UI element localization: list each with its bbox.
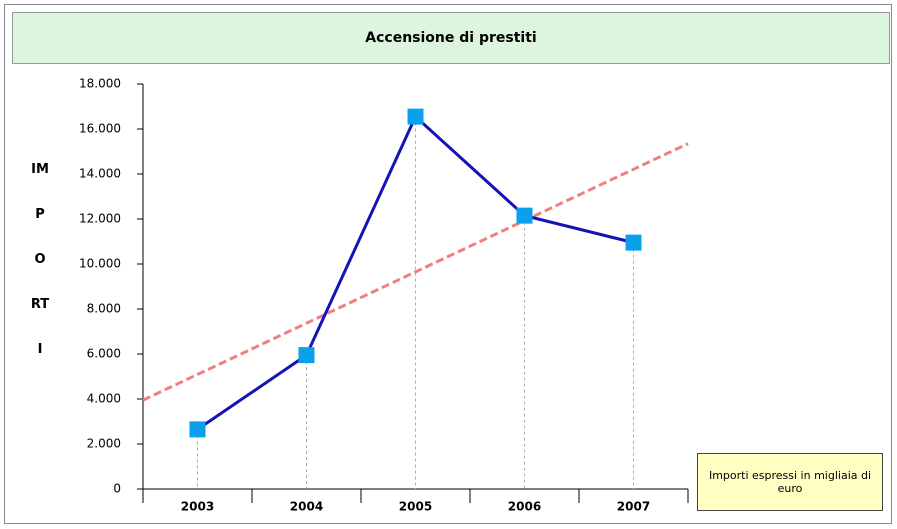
marker xyxy=(189,421,206,438)
y-tick-label: 2.000 xyxy=(87,437,121,451)
y-tick-label: 12.000 xyxy=(79,212,121,226)
x-tick-label: 2005 xyxy=(399,500,432,514)
marker xyxy=(516,207,533,224)
trend-line xyxy=(142,142,689,402)
marker xyxy=(407,108,424,125)
x-tick-label: 2003 xyxy=(181,500,214,514)
y-axis-label: IMPORTI xyxy=(30,162,50,357)
x-tick-label: 2004 xyxy=(290,500,323,514)
note: Importi espressi in migliaia di euro xyxy=(697,453,883,511)
frame xyxy=(4,4,892,524)
y-tick-label: 16.000 xyxy=(79,122,121,136)
y-tick-label: 4.000 xyxy=(87,392,121,406)
marker xyxy=(298,347,315,364)
marker xyxy=(625,234,642,251)
y-tick-label: 14.000 xyxy=(79,167,121,181)
y-tick-label: 10.000 xyxy=(79,257,121,271)
chart-title: Accensione di prestiti xyxy=(12,12,890,64)
y-tick-label: 0 xyxy=(113,482,121,496)
y-tick-label: 18.000 xyxy=(79,77,121,91)
x-tick-label: 2007 xyxy=(617,500,650,514)
y-tick-label: 8.000 xyxy=(87,302,121,316)
y-tick-label: 6.000 xyxy=(87,347,121,361)
x-tick-label: 2006 xyxy=(508,500,541,514)
